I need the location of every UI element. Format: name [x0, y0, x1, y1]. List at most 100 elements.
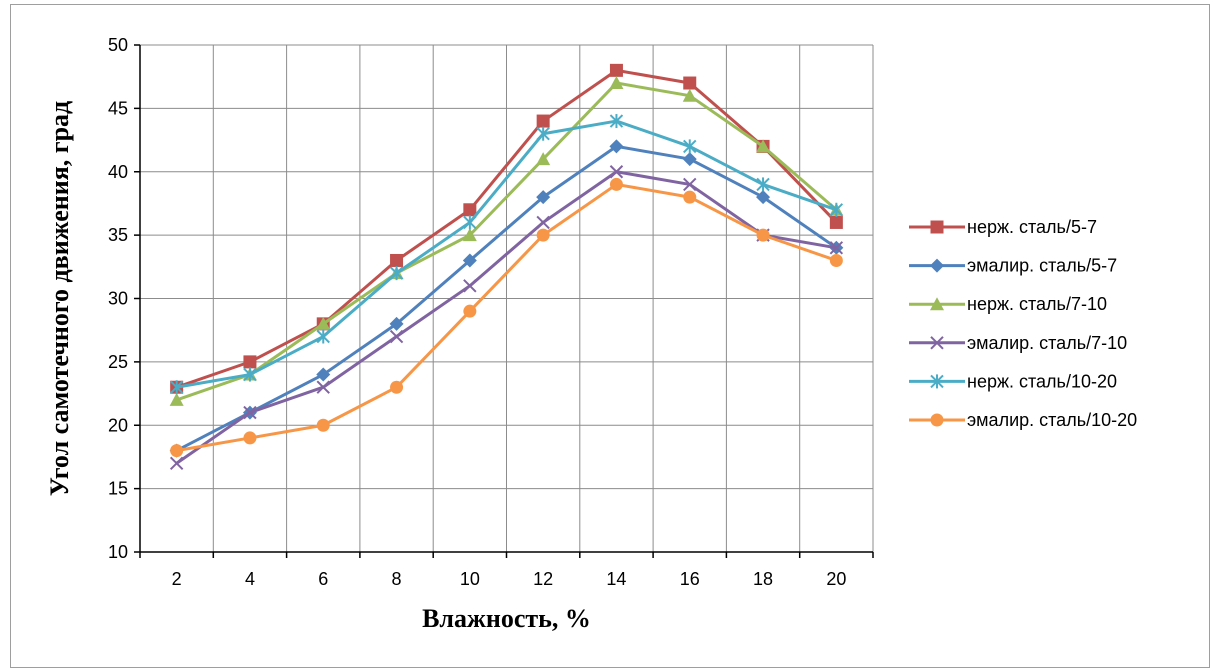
data-point: [243, 405, 257, 420]
x-tick-label: 14: [606, 569, 626, 589]
x-tick-label: 10: [460, 569, 480, 589]
x-tick-label: 12: [533, 569, 553, 589]
data-point: [389, 266, 404, 281]
data-point: [170, 444, 184, 458]
y-tick-label: 20: [108, 415, 128, 435]
data-point: [316, 316, 331, 330]
legend-item: эмалир. сталь/7-10: [909, 333, 1127, 353]
data-point: [930, 413, 944, 427]
x-tick-label: 2: [172, 569, 182, 589]
legend-label: эмалир. сталь/7-10: [967, 333, 1127, 353]
series-5: [169, 114, 844, 395]
data-point: [609, 63, 623, 77]
y-tick-label: 30: [108, 289, 128, 309]
series-line: [175, 170, 837, 465]
x-tick-label: 16: [680, 569, 700, 589]
data-point: [609, 76, 624, 90]
data-point: [756, 177, 770, 192]
series-group: [169, 63, 844, 470]
data-point: [316, 367, 331, 382]
x-tick-label: 20: [826, 569, 846, 589]
legend-item: эмалир. сталь/5-7: [909, 256, 1117, 276]
data-point: [463, 304, 477, 318]
data-point: [169, 380, 184, 395]
series-6: [170, 177, 843, 458]
data-point: [463, 279, 477, 293]
x-tick-label: 4: [245, 569, 255, 589]
data-point: [682, 152, 697, 167]
data-point: [463, 203, 477, 217]
data-point: [930, 336, 944, 350]
data-point: [243, 431, 257, 445]
legend-label: эмалир. сталь/5-7: [967, 256, 1117, 276]
data-point: [829, 215, 843, 229]
x-tick-label: 6: [318, 569, 328, 589]
data-point: [756, 228, 770, 242]
series-line: [176, 81, 838, 402]
data-point: [243, 367, 257, 382]
y-tick-label: 50: [108, 35, 128, 55]
x-tick-label: 18: [753, 569, 773, 589]
legend-item: эмалир. сталь/10-20: [909, 410, 1137, 430]
legend-label: нерж. сталь/5-7: [967, 217, 1097, 237]
data-point: [756, 190, 771, 205]
legend-item: нерж. сталь/7-10: [909, 294, 1107, 314]
data-point: [389, 329, 404, 344]
legend-label: нерж. сталь/10-20: [967, 371, 1117, 391]
data-point: [463, 215, 477, 230]
chart-frame: 10 15 20 25 30 35 40 45 50 2 4 6 8 10 12 14 16 18 20 Влаж…: [10, 4, 1210, 668]
data-point: [169, 392, 184, 406]
series-line: [176, 182, 837, 453]
data-point: [930, 297, 944, 311]
data-point: [536, 228, 550, 242]
legend-label: нерж. сталь/7-10: [967, 294, 1107, 314]
data-point: [536, 152, 551, 166]
data-point: [462, 228, 477, 242]
data-point: [683, 76, 697, 90]
y-tick-label: 45: [108, 98, 128, 118]
y-tick-label: 35: [108, 225, 128, 245]
y-tick-label: 15: [108, 479, 128, 499]
data-point: [316, 418, 330, 432]
data-point: [390, 380, 404, 394]
line-chart: 10 15 20 25 30 35 40 45 50 2 4 6 8 10 12 14 16 18 20 Влаж…: [45, 35, 1137, 633]
series-line: [176, 119, 837, 389]
data-point: [609, 114, 624, 129]
data-point: [682, 88, 697, 102]
data-point: [536, 114, 550, 128]
y-axis-title: Угол самотечного движения, град: [45, 101, 74, 496]
data-point: [683, 139, 697, 154]
data-point: [829, 241, 844, 255]
data-point: [930, 374, 944, 389]
gridlines: [139, 44, 874, 553]
data-point: [829, 202, 844, 217]
data-point: [536, 215, 550, 230]
data-point: [756, 139, 771, 153]
series-line: [176, 68, 838, 389]
legend-label: эмалир. сталь/10-20: [967, 410, 1137, 430]
data-point: [609, 177, 623, 191]
data-point: [536, 190, 551, 205]
y-tick-labels: 10 15 20 25 30 35 40 45 50: [108, 35, 128, 562]
data-point: [829, 253, 843, 267]
axes: [134, 44, 874, 558]
data-point: [683, 177, 697, 192]
data-point: [169, 456, 184, 470]
x-tick-labels: 2 4 6 8 10 12 14 16 18 20: [172, 569, 847, 589]
y-tick-label: 25: [108, 352, 128, 372]
data-point: [609, 139, 624, 154]
data-point: [930, 220, 944, 234]
data-point: [536, 126, 550, 141]
data-point: [462, 253, 477, 268]
data-point: [390, 253, 404, 267]
legend-item: нерж. сталь/10-20: [909, 371, 1117, 391]
y-tick-label: 40: [108, 162, 128, 182]
data-point: [930, 258, 944, 273]
x-tick-label: 8: [392, 569, 402, 589]
data-point: [609, 165, 624, 179]
x-axis-title: Влажность, %: [422, 604, 591, 633]
data-point: [389, 316, 404, 331]
data-point: [683, 190, 697, 204]
legend: нерж. сталь/5-7 эмалир. сталь/5-7 нерж. ст…: [909, 217, 1137, 430]
y-tick-label: 10: [108, 542, 128, 562]
